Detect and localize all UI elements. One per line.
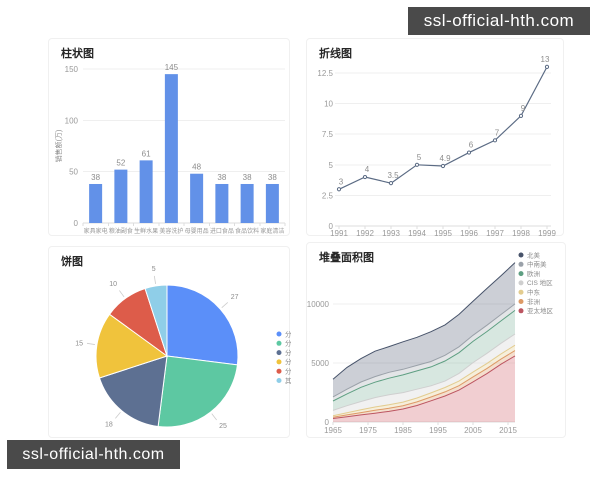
svg-text:分类二: 分类二 [285, 339, 291, 348]
svg-text:0: 0 [329, 222, 334, 231]
svg-text:10: 10 [109, 281, 117, 288]
svg-text:2005: 2005 [464, 426, 482, 435]
pie-chart: 27 25 18 15 10 5 分类一分类二分类三分类四分类五其它 [75, 266, 291, 430]
svg-text:食品饮料: 食品饮料 [235, 227, 259, 235]
svg-text:5: 5 [329, 161, 334, 170]
pie-chart-title: 饼图 [61, 256, 83, 268]
svg-text:27: 27 [231, 294, 239, 301]
svg-text:北美: 北美 [527, 250, 541, 259]
svg-text:欧洲: 欧洲 [527, 269, 540, 278]
svg-text:1992: 1992 [356, 229, 374, 237]
svg-text:38: 38 [268, 173, 277, 182]
svg-text:1965: 1965 [324, 426, 342, 435]
svg-text:2.5: 2.5 [322, 191, 334, 200]
line-chart-card: 折线图 0 2.5 5 7.5 10 12.5 3 1991 4 1992 3.5 1993 5 1994… [306, 38, 564, 237]
svg-text:38: 38 [217, 173, 226, 182]
svg-text:50: 50 [69, 168, 78, 177]
svg-text:美容洗护: 美容洗护 [159, 227, 183, 235]
svg-text:48: 48 [192, 163, 201, 172]
svg-text:1993: 1993 [382, 229, 400, 237]
svg-text:2015: 2015 [499, 426, 517, 435]
watermark-text-bottom: ssl-official-hth.com [22, 445, 165, 463]
svg-text:1998: 1998 [512, 229, 530, 237]
svg-text:18: 18 [105, 421, 113, 428]
watermark-banner-top: ssl-official-hth.com [408, 7, 590, 35]
svg-text:CIS 地区: CIS 地区 [527, 278, 553, 287]
svg-text:38: 38 [243, 173, 252, 182]
svg-text:家庭清洁: 家庭清洁 [260, 227, 284, 235]
svg-text:1985: 1985 [394, 426, 412, 435]
svg-text:非洲: 非洲 [527, 297, 540, 306]
svg-text:1997: 1997 [486, 229, 504, 237]
svg-text:6: 6 [469, 141, 474, 150]
svg-text:1975: 1975 [359, 426, 377, 435]
line-chart: 0 2.5 5 7.5 10 12.5 3 1991 4 1992 3.5 1993 5 1994 4.9 1… [317, 55, 556, 237]
svg-text:4.9: 4.9 [439, 154, 451, 163]
pie-chart-card: 饼图 27 25 18 15 10 5 分类一分类二分类三分类四分类五其它 [48, 246, 291, 438]
svg-text:7: 7 [495, 128, 500, 137]
svg-text:0: 0 [325, 418, 330, 427]
svg-text:生鲜水果: 生鲜水果 [134, 227, 158, 235]
bar-chart-card: 柱状图 0 50 100 150 38 家具家电 52 粮油副食 61 生鲜水果 145 美容洗护 48… [48, 38, 290, 236]
svg-text:1996: 1996 [460, 229, 478, 237]
svg-text:150: 150 [65, 65, 79, 74]
svg-text:5: 5 [152, 266, 156, 273]
svg-text:家具家电: 家具家电 [84, 227, 108, 235]
svg-text:25: 25 [219, 423, 227, 430]
svg-text:分类一: 分类一 [285, 329, 291, 338]
svg-text:销售额(万): 销售额(万) [54, 130, 63, 163]
svg-text:母婴用品: 母婴用品 [185, 228, 209, 235]
svg-text:7.5: 7.5 [322, 130, 334, 139]
line-chart-title: 折线图 [319, 48, 352, 60]
svg-text:13: 13 [541, 55, 550, 64]
svg-text:亚太地区: 亚太地区 [527, 306, 554, 315]
svg-text:52: 52 [116, 159, 125, 168]
area-chart-title: 堆叠面积图 [319, 252, 374, 264]
svg-text:1995: 1995 [434, 229, 452, 237]
watermark-banner-bottom: ssl-official-hth.com [7, 440, 180, 469]
svg-text:中南美: 中南美 [527, 260, 547, 269]
svg-text:10000: 10000 [307, 300, 330, 309]
bar-chart-title: 柱状图 [61, 48, 94, 60]
svg-text:9: 9 [521, 104, 526, 113]
svg-text:粮油副食: 粮油副食 [109, 227, 133, 235]
svg-text:10: 10 [324, 100, 333, 109]
svg-text:145: 145 [165, 63, 179, 72]
svg-text:分类五: 分类五 [285, 367, 291, 376]
svg-text:15: 15 [75, 341, 83, 348]
watermark-text-top: ssl-official-hth.com [423, 11, 575, 30]
svg-text:中东: 中东 [527, 288, 541, 297]
svg-text:分类四: 分类四 [285, 357, 291, 366]
svg-text:5: 5 [417, 153, 422, 162]
stacked-area-chart: 0 5000 10000 1965 1975 1985 1995 2005 2015 北美中南美欧… [307, 250, 554, 435]
svg-text:1995: 1995 [429, 426, 447, 435]
area-chart-card: 堆叠面积图 0 5000 10000 1965 1975 1985 1995 2005 2015… [306, 242, 566, 438]
svg-text:进口食品: 进口食品 [210, 227, 234, 235]
svg-text:61: 61 [142, 149, 151, 158]
svg-text:4: 4 [365, 165, 370, 174]
svg-text:5000: 5000 [311, 359, 329, 368]
bar-chart: 0 50 100 150 38 家具家电 52 粮油副食 61 生鲜水果 145 美容洗护 48 母婴用品… [54, 63, 286, 235]
svg-text:12.5: 12.5 [317, 69, 333, 78]
svg-text:1991: 1991 [330, 229, 348, 237]
svg-text:1999: 1999 [538, 229, 556, 237]
svg-text:分类三: 分类三 [285, 348, 291, 357]
svg-text:3: 3 [339, 177, 344, 186]
svg-text:38: 38 [91, 173, 100, 182]
svg-text:3.5: 3.5 [387, 171, 399, 180]
svg-text:100: 100 [65, 116, 79, 125]
svg-text:1994: 1994 [408, 229, 426, 237]
svg-text:其它: 其它 [285, 376, 291, 385]
svg-text:0: 0 [74, 219, 79, 228]
